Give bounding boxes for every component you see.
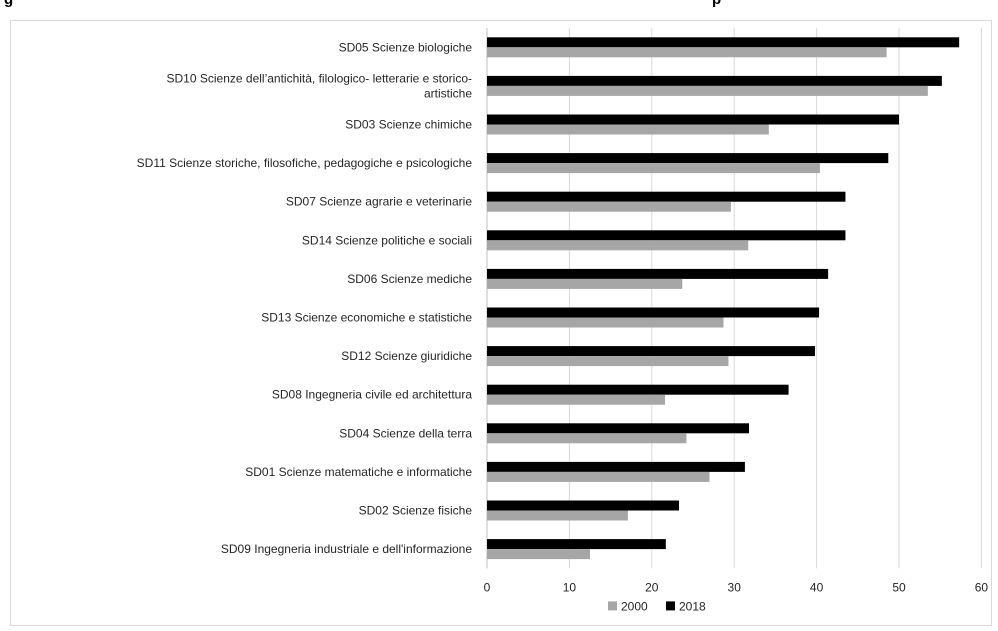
bar-2000 [487,317,724,328]
category-label: SD10 Scienze dell’antichità, filologico-… [167,71,473,100]
header-fragment-left: g [4,0,13,8]
bar-2000 [487,549,590,560]
bar-2000 [487,356,729,367]
bar-2018 [487,423,750,434]
category-label: SD07 Scienze agrarie e veterinarie [286,195,472,209]
bar-2018 [487,307,820,318]
x-tick-label: 0 [484,580,491,594]
legend-swatch-2018 [666,601,675,611]
category-labels: SD05 Scienze biologiche SD10 Scienze dell… [137,40,473,556]
category-label: SD13 Scienze economiche e statistiche [261,311,472,325]
bar-2000 [487,85,928,96]
x-tick-label: 40 [810,580,824,594]
category-label: SD12 Scienze giuridiche [341,349,472,363]
bar-2000 [487,278,683,289]
bar-2018 [487,539,666,550]
category-label: SD09 Ingegneria industriale e dell'infor… [221,542,472,556]
bar-2018 [487,37,960,48]
category-label: SD01 Scienze matematiche e informatiche [245,465,472,479]
x-tick-labels: 0 10 20 30 40 50 60 [484,580,989,594]
bar-2000 [487,47,887,58]
category-label: SD03 Scienze chimiche [345,118,472,132]
category-label: SD02 Scienze fisiche [359,504,473,518]
category-label: SD08 Ingegneria civile ed architettura [272,388,472,402]
bar-2018 [487,153,889,164]
bar-2018 [487,230,846,241]
bar-2000 [487,510,628,521]
header-fragment-right: p [712,0,721,8]
bars [487,37,960,560]
gridlines [486,28,982,569]
category-label: SD14 Scienze politiche e sociali [302,233,472,247]
bar-2000 [487,471,710,482]
bar-2018 [487,346,815,357]
bar-2000 [487,163,820,174]
category-label: SD06 Scienze mediche [347,272,472,286]
x-tick-label: 30 [728,580,742,594]
legend: 2000 2018 [608,599,706,613]
bar-2018 [487,500,679,511]
bar-2000 [487,394,665,405]
header-strip: g p [0,0,998,18]
legend-swatch-2000 [608,601,617,611]
bar-2000 [487,201,731,212]
bar-2000 [487,124,769,135]
bar-2018 [487,191,846,202]
legend-label-2018: 2018 [679,599,706,613]
bar-2018 [487,268,829,279]
bar-2000 [487,240,749,251]
legend-label-2000: 2000 [621,599,648,613]
category-label: SD04 Scienze della terra [339,426,472,440]
category-label: SD05 Scienze biologiche [339,40,473,54]
x-tick-label: 20 [645,580,659,594]
bar-2018 [487,461,745,472]
category-label: SD11 Scienze storiche, filosofiche, peda… [137,156,473,170]
bar-2018 [487,114,899,125]
x-tick-label: 10 [563,580,577,594]
x-tick-label: 50 [892,580,906,594]
bar-2018 [487,384,789,395]
bar-2000 [487,433,687,444]
x-tick-label: 60 [975,580,989,594]
bar-2018 [487,75,942,86]
